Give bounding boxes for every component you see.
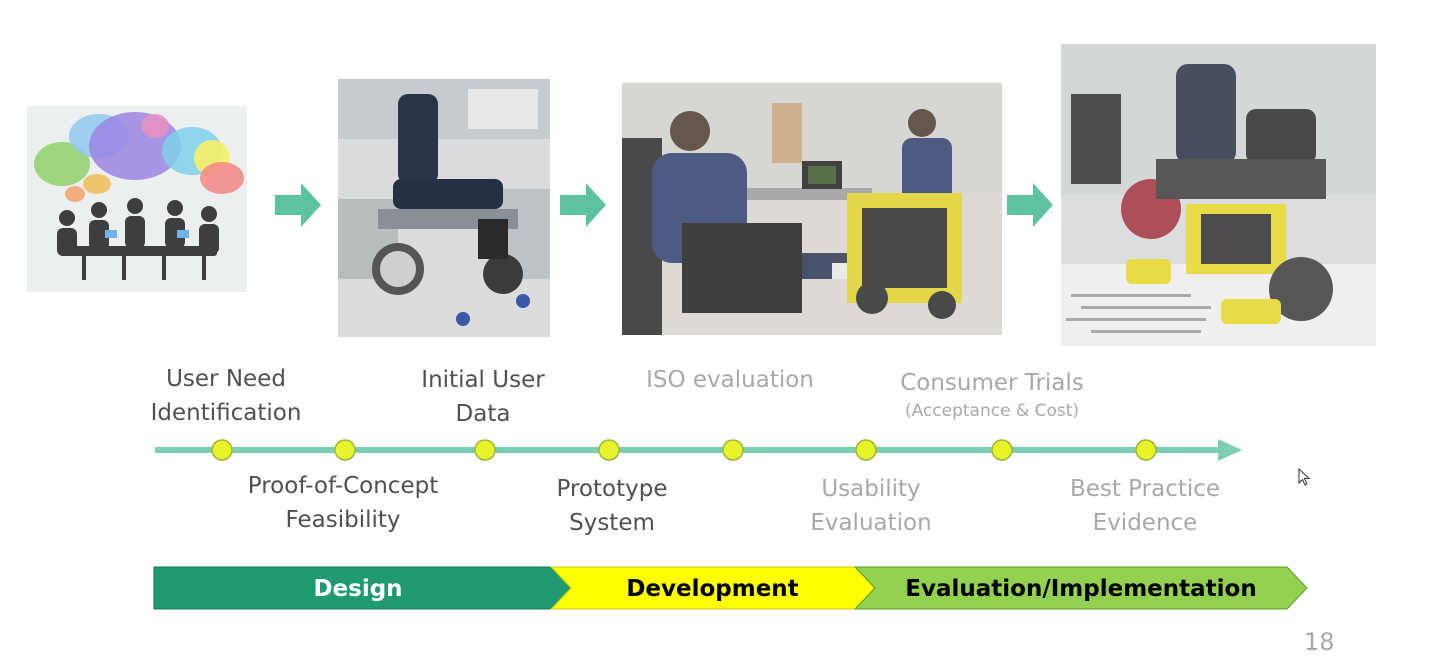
step-arrow-3 bbox=[1007, 183, 1053, 227]
step-arrow-1 bbox=[275, 183, 321, 227]
label-initial-user-data: Initial User Data bbox=[421, 367, 545, 427]
user-discussion-illustration bbox=[27, 106, 247, 292]
milestone-dot bbox=[474, 439, 496, 461]
milestone-dot bbox=[211, 439, 233, 461]
label-usability-evaluation: Usability Evaluation bbox=[810, 476, 932, 536]
image-fade-overlay bbox=[622, 83, 1002, 335]
phase-development-label: Development bbox=[626, 576, 799, 602]
image-fade-overlay bbox=[1061, 44, 1376, 346]
label-user-need: User Need Identification bbox=[150, 366, 302, 426]
label-iso-evaluation: ISO evaluation bbox=[646, 367, 814, 393]
milestone-dot bbox=[598, 439, 620, 461]
label-consumer-trials: Consumer Trials (Acceptance & Cost) bbox=[900, 370, 1084, 421]
evaluation-graphic bbox=[622, 83, 1002, 335]
discussion-graphic bbox=[34, 112, 244, 280]
phase-evaluation-shape bbox=[853, 566, 1308, 610]
label-prototype-system: Prototype System bbox=[556, 476, 668, 536]
label-proof-of-concept: Proof-of-Concept Feasibility bbox=[247, 473, 439, 533]
best-practice-wheelchair-photo bbox=[1061, 44, 1376, 346]
timeline-line bbox=[155, 439, 1242, 461]
mouse-cursor-icon bbox=[1298, 468, 1311, 486]
prototype-graphic bbox=[338, 79, 550, 337]
milestone-dot bbox=[991, 439, 1013, 461]
milestone-dot bbox=[722, 439, 744, 461]
page-number: 18 bbox=[1304, 628, 1335, 656]
iso-evaluation-photo bbox=[622, 83, 1002, 335]
milestone-dot bbox=[855, 439, 877, 461]
timeline-arrowhead bbox=[1218, 439, 1242, 461]
phase-evaluation-label: Evaluation/Implementation bbox=[905, 576, 1257, 602]
phase-design-label: Design bbox=[313, 576, 403, 602]
milestone-dot bbox=[1135, 439, 1157, 461]
deployment-graphic bbox=[1061, 44, 1376, 346]
label-best-practice: Best Practice Evidence bbox=[1069, 476, 1221, 536]
step-arrow-2 bbox=[560, 183, 606, 227]
milestone-dot bbox=[334, 439, 356, 461]
phase-bar bbox=[153, 566, 1308, 610]
wheelchair-prototype-photo bbox=[338, 79, 550, 337]
